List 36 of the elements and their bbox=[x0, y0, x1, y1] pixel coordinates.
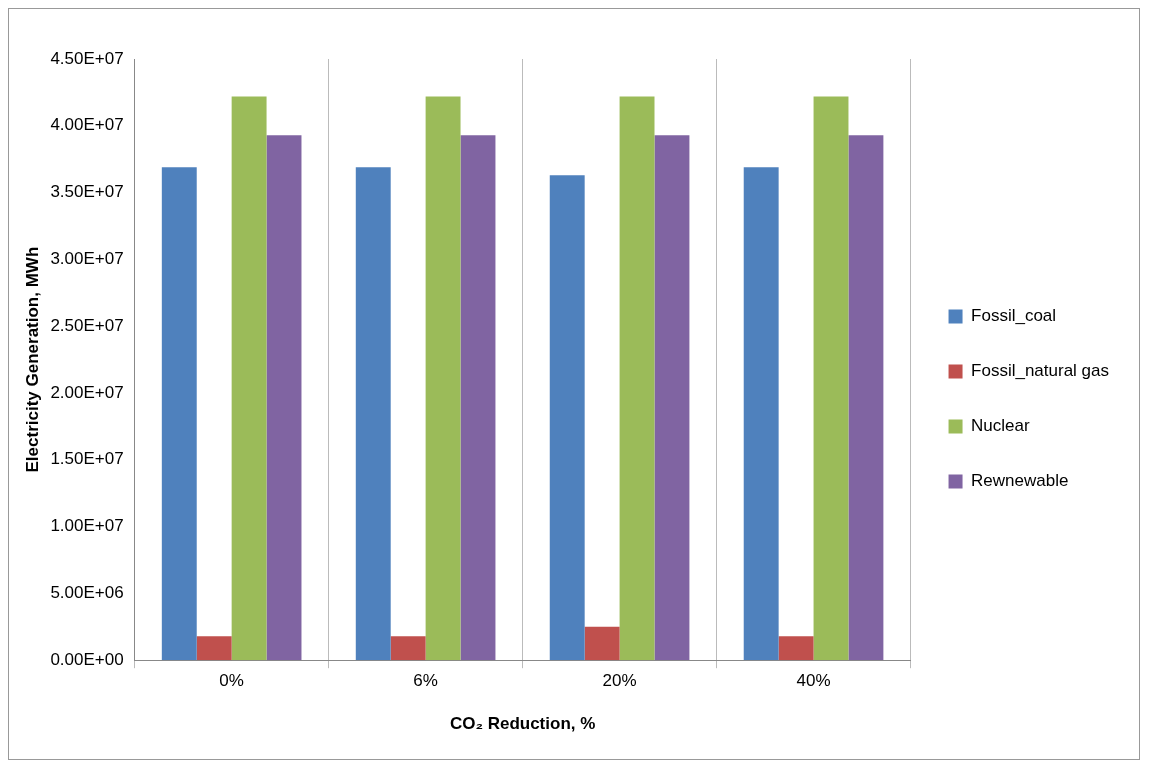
bar bbox=[161, 167, 197, 661]
bar bbox=[654, 135, 690, 661]
x-tick-label: 20% bbox=[602, 671, 637, 691]
x-axis-title: CO₂ Reduction, % bbox=[449, 714, 596, 734]
x-tick-label: 6% bbox=[413, 671, 438, 691]
bar bbox=[848, 135, 884, 661]
y-tick-label: 1.50E+07 bbox=[50, 449, 124, 469]
y-tick-label: 2.50E+07 bbox=[50, 315, 124, 335]
legend-label: Fossil_coal bbox=[971, 306, 1057, 326]
y-tick-label: 2.00E+07 bbox=[50, 382, 124, 402]
bar bbox=[778, 636, 814, 661]
bar bbox=[196, 636, 232, 661]
bar bbox=[813, 96, 849, 661]
bar bbox=[619, 96, 655, 661]
legend-label: Rewnewable bbox=[971, 471, 1069, 491]
bar bbox=[355, 167, 391, 661]
y-tick-label: 0.00E+00 bbox=[50, 649, 124, 669]
y-tick-label: 3.00E+07 bbox=[50, 249, 124, 269]
legend-label: Nuclear bbox=[971, 416, 1030, 436]
y-tick-label: 5.00E+06 bbox=[50, 583, 124, 603]
bar bbox=[460, 135, 496, 661]
bar bbox=[266, 135, 302, 661]
bar bbox=[231, 96, 267, 661]
bar bbox=[425, 96, 461, 661]
bar bbox=[743, 167, 779, 661]
y-tick-label: 1.00E+07 bbox=[50, 516, 124, 536]
y-tick-label: 4.00E+07 bbox=[50, 115, 124, 135]
y-tick-label: 3.50E+07 bbox=[50, 182, 124, 202]
y-axis-title: Electricity Generation, MWh bbox=[22, 246, 42, 473]
bar bbox=[549, 175, 585, 661]
y-tick-label: 4.50E+07 bbox=[50, 48, 124, 68]
bar bbox=[584, 626, 620, 661]
x-tick-label: 40% bbox=[796, 671, 831, 691]
bar bbox=[390, 636, 426, 661]
x-tick-label: 0% bbox=[219, 671, 244, 691]
legend-label: Fossil_natural gas bbox=[971, 361, 1110, 381]
